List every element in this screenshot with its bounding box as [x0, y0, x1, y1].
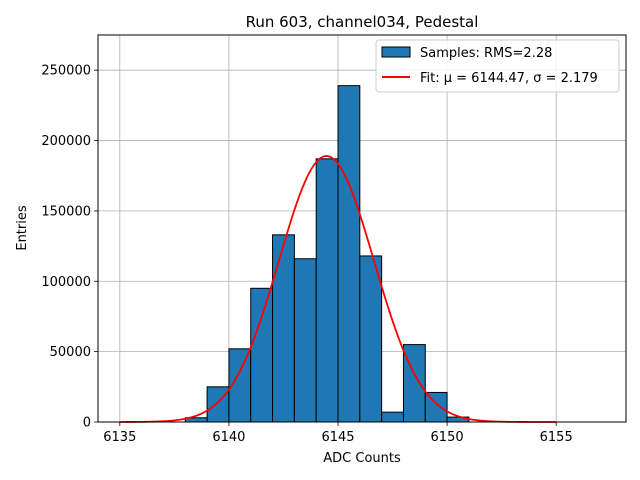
x-tick-label: 6140	[212, 430, 245, 445]
histogram-bar	[206, 386, 230, 423]
x-tick-label: 6135	[103, 430, 136, 445]
chart-title: Run 603, channel034, Pedestal	[246, 13, 479, 31]
histogram-bars	[184, 85, 470, 423]
x-axis-label: ADC Counts	[323, 451, 401, 466]
y-tick-label: 200000	[41, 134, 91, 149]
x-tick-label: 6145	[321, 430, 354, 445]
y-tick-label: 0	[83, 416, 91, 431]
plot-frame	[97, 34, 627, 423]
y-axis-label: Entries	[15, 205, 30, 251]
y-tick-label: 250000	[41, 64, 91, 79]
y-tick-label: 100000	[41, 275, 91, 290]
x-axis: 6135 6140 6145 6150 6155	[103, 422, 573, 445]
legend-samples-swatch	[381, 46, 411, 58]
histogram-bar	[359, 255, 383, 423]
histogram-bar	[315, 158, 339, 423]
y-axis: 0 50000 100000 150000 200000 250000	[41, 64, 98, 431]
legend-box	[375, 39, 620, 93]
histogram-bar	[250, 287, 274, 423]
legend-samples-label: Samples: RMS=2.28	[420, 46, 552, 61]
y-tick-label: 150000	[41, 204, 91, 219]
x-tick-label: 6155	[540, 430, 573, 445]
histogram-bar	[337, 85, 361, 423]
y-tick-label: 50000	[50, 345, 91, 360]
legend-fit-label: Fit: μ = 6144.47, σ = 2.179	[420, 71, 598, 86]
fit-curve	[119, 155, 557, 423]
histogram-bar	[293, 258, 317, 423]
legend: Samples: RMS=2.28 Fit: μ = 6144.47, σ = …	[375, 39, 620, 93]
x-tick-label: 6150	[431, 430, 464, 445]
histogram-bar	[381, 411, 404, 423]
fit-curve-group	[119, 155, 557, 423]
histogram-bar	[272, 234, 295, 423]
